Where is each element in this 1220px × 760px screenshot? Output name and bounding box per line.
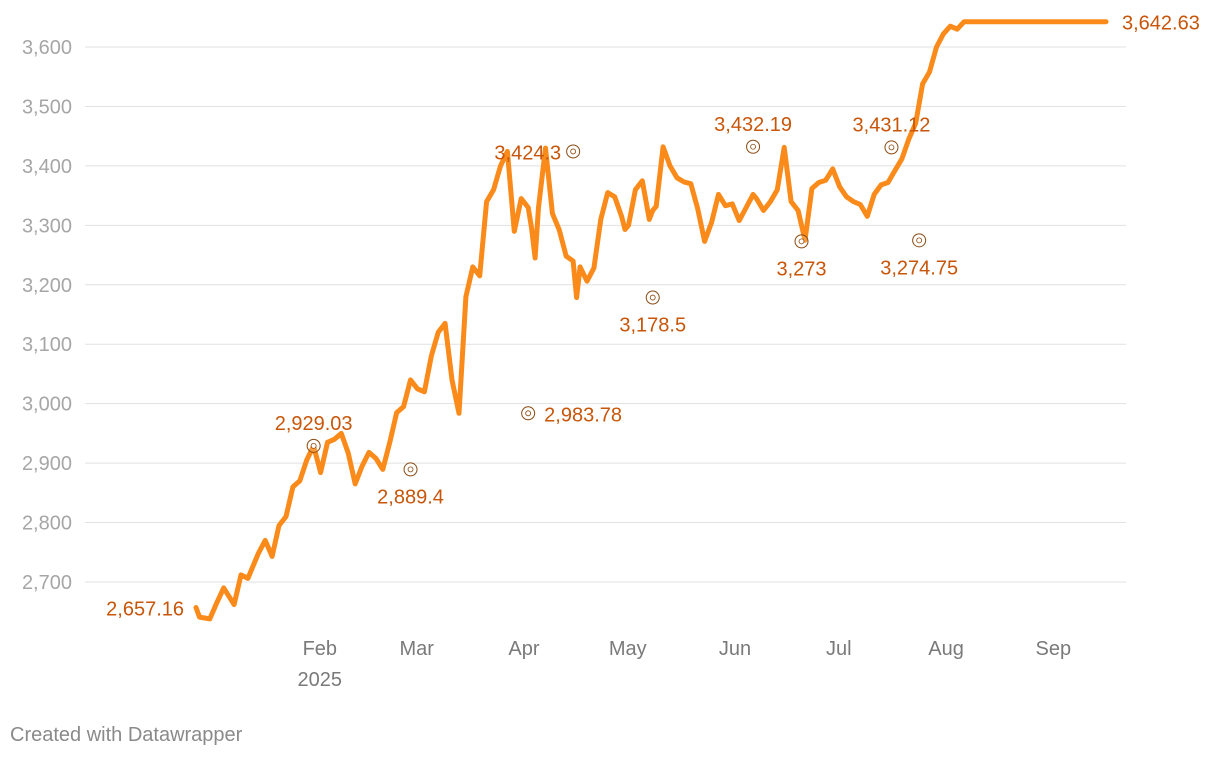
x-axis-ticks: Feb 2025 Mar Apr May Jun Jul Aug Sep bbox=[298, 638, 1072, 691]
y-tick-label: 2,900 bbox=[22, 453, 72, 475]
x-tick-label: Apr bbox=[508, 638, 539, 660]
annotation-label: 2,929.03 bbox=[275, 413, 353, 435]
annotation-marker-dot bbox=[649, 294, 656, 301]
annotation-label: 2,657.16 bbox=[106, 598, 184, 620]
y-tick-label: 2,800 bbox=[22, 513, 72, 535]
x-tick-sublabel: 2025 bbox=[298, 669, 343, 691]
x-tick-label: Aug bbox=[928, 638, 964, 660]
series-line-layer bbox=[193, 19, 1109, 622]
annotation-marker-dot bbox=[310, 442, 317, 449]
x-tick-label: May bbox=[609, 638, 647, 660]
annotations: 2,657.16 2,929.03 2,889.4 2,983.78 3,424.3 3,… bbox=[106, 13, 1200, 621]
annotation-label: 3,178.5 bbox=[619, 315, 686, 337]
annotation-label: 3,274.75 bbox=[880, 257, 958, 279]
annotation-marker-dot bbox=[525, 410, 532, 417]
y-tick-label: 3,100 bbox=[22, 334, 72, 356]
x-tick-label: Mar bbox=[399, 638, 434, 660]
annotation-marker-dot bbox=[798, 238, 805, 245]
x-tick-label: Jun bbox=[719, 638, 751, 660]
series-line bbox=[193, 19, 1109, 622]
y-tick-label: 3,300 bbox=[22, 215, 72, 237]
y-tick-label: 3,600 bbox=[22, 37, 72, 59]
annotation-marker-dot bbox=[407, 466, 414, 473]
annotation-label: 3,273 bbox=[776, 258, 826, 280]
y-tick-label: 3,200 bbox=[22, 275, 72, 297]
datawrapper-credit: Created with Datawrapper bbox=[10, 724, 243, 746]
y-tick-label: 3,500 bbox=[22, 96, 72, 118]
annotation-label: 3,432.19 bbox=[714, 114, 792, 136]
annotation-marker-dot bbox=[570, 148, 577, 155]
annotation-marker-dot bbox=[888, 144, 895, 151]
annotation-label: 3,642.63 bbox=[1122, 13, 1200, 35]
annotation-label: 2,889.4 bbox=[377, 486, 444, 508]
x-tick-label: Feb bbox=[303, 638, 337, 660]
x-tick-label: Jul bbox=[826, 638, 852, 660]
annotation-label: 2,983.78 bbox=[544, 404, 622, 426]
y-tick-label: 2,700 bbox=[22, 572, 72, 594]
annotation-label: 3,424.3 bbox=[494, 142, 561, 164]
annotation-marker-dot bbox=[916, 237, 923, 244]
y-axis-ticks: 2,700 2,800 2,900 3,000 3,100 3,200 3,300 3,400… bbox=[22, 37, 72, 594]
x-tick-label: Sep bbox=[1036, 638, 1072, 660]
y-tick-label: 3,000 bbox=[22, 394, 72, 416]
annotation-label: 3,431.12 bbox=[853, 114, 931, 136]
annotation-marker-dot bbox=[750, 143, 756, 150]
y-tick-label: 3,400 bbox=[22, 156, 72, 178]
grid-lines bbox=[85, 46, 1126, 583]
